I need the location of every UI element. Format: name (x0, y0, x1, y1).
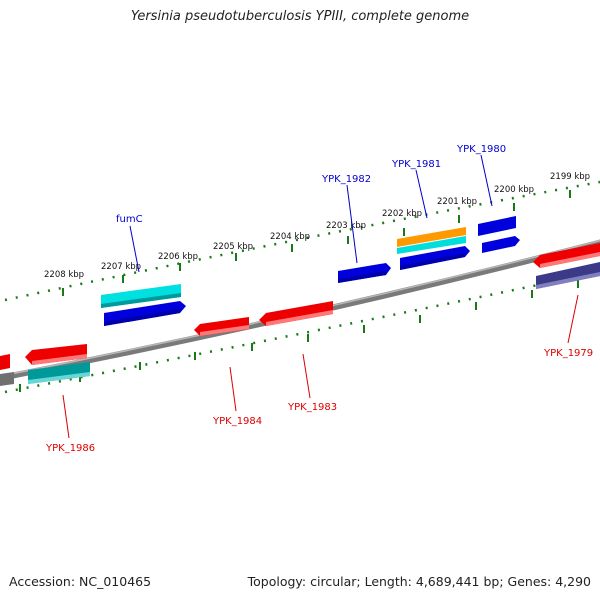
kbp-label: 2207 kbp (101, 262, 141, 272)
kbp-scale-labels: 2208 kbp 2207 kbp 2206 kbp 2205 kbp 2204… (44, 172, 590, 280)
gene-feature-shade (266, 310, 333, 326)
reverse-gene-features (0, 243, 600, 386)
gene-feature[interactable] (533, 243, 600, 268)
gene-label-fumC[interactable]: fumC (116, 214, 143, 225)
gene-feature[interactable] (259, 301, 333, 326)
gene-label-ypk1980[interactable]: YPK_1980 (456, 144, 506, 155)
gene-feature-shade (338, 271, 386, 283)
topology-text: Topology: circular; Length: 4,689,441 bp… (247, 574, 591, 589)
gene-feature[interactable] (0, 354, 10, 370)
forward-label-leaders (129, 154, 493, 273)
gene-label-ypk1979[interactable]: YPK_1979 (543, 348, 593, 359)
kbp-label: 2208 kbp (44, 270, 84, 280)
lower-tick-track (4, 270, 600, 394)
gene-label-ypk1981[interactable]: YPK_1981 (391, 159, 441, 170)
kbp-label: 2200 kbp (494, 185, 534, 195)
gene-label-ypk1984[interactable]: YPK_1984 (212, 416, 262, 427)
accession-text: Accession: NC_010465 (9, 574, 152, 589)
upper-major-ticks (62, 190, 571, 296)
gene-feature-shade (536, 272, 600, 289)
kbp-label: 2205 kbp (213, 242, 253, 252)
gene-feature[interactable] (478, 216, 516, 236)
kbp-label: 2202 kbp (382, 209, 422, 219)
gene-feature-shade (400, 253, 465, 270)
gene-label-ypk1983[interactable]: YPK_1983 (287, 402, 337, 413)
lower-major-ticks (19, 280, 579, 392)
gene-feature-shade (32, 354, 87, 365)
gene-feature[interactable] (0, 372, 14, 386)
gene-feature-shade (200, 325, 249, 336)
gene-feature[interactable] (397, 236, 466, 254)
gene-label-ypk1986[interactable]: YPK_1986 (45, 443, 95, 454)
reverse-label-leaders (62, 294, 579, 439)
forward-gene-features (101, 216, 520, 326)
kbp-label: 2203 kbp (326, 221, 366, 231)
gene-feature[interactable] (397, 227, 466, 247)
gene-label-ypk1982[interactable]: YPK_1982 (321, 174, 371, 185)
gene-feature[interactable] (482, 236, 520, 253)
gene-feature-shade (101, 293, 181, 308)
gene-feature-shade (104, 309, 180, 326)
kbp-label: 2199 kbp (550, 172, 590, 182)
gene-feature-shade (540, 252, 600, 268)
kbp-label: 2201 kbp (437, 197, 477, 207)
genome-title: Yersinia pseudotuberculosis YPIII, compl… (130, 9, 470, 24)
gene-feature-shade (28, 372, 90, 384)
kbp-label: 2206 kbp (158, 252, 198, 262)
kbp-label: 2204 kbp (270, 232, 310, 242)
gene-labels: fumC YPK_1982 YPK_1981 YPK_1980 YPK_1979… (45, 144, 593, 454)
